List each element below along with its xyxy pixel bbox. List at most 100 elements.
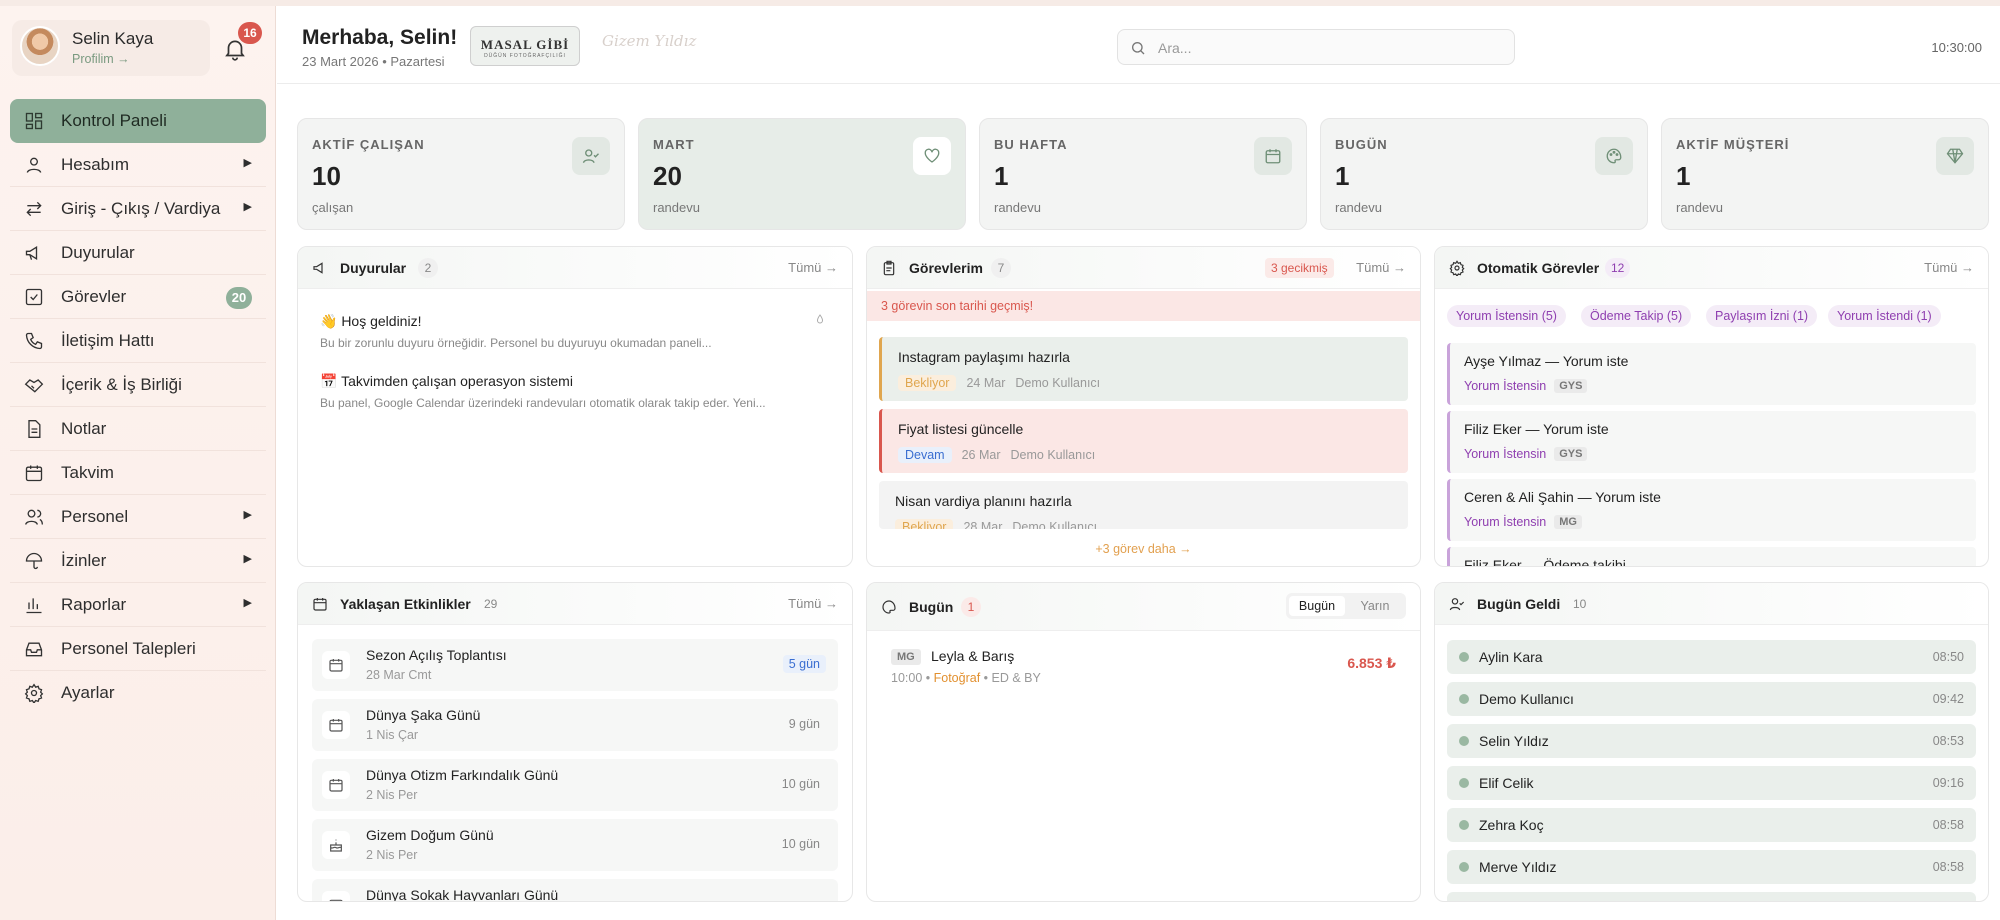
brand-logo-gizem[interactable]: Gizem Yıldız bbox=[602, 32, 697, 50]
sidebar-item-kontrol-paneli[interactable]: Kontrol Paneli bbox=[10, 99, 266, 143]
view-all-link[interactable]: Tümü → bbox=[1924, 260, 1974, 275]
sidebar-item-giris-cikis[interactable]: Giriş - Çıkış / Vardiya ▶ bbox=[10, 187, 266, 231]
bell-icon[interactable] bbox=[222, 36, 248, 62]
event-item[interactable]: Dünya Şaka Günü 1 Nis Çar 9 gün bbox=[312, 699, 838, 751]
event-title: Sezon Açılış Toplantısı bbox=[366, 647, 507, 663]
task-owner: Demo Kullanıcı bbox=[1015, 376, 1101, 390]
calendar-icon bbox=[329, 719, 343, 732]
event-item[interactable]: Dünya Sokak Hayvanları Günü bbox=[312, 879, 838, 902]
task-meta: Bekliyor 28 Mar Demo Kullanıcı bbox=[895, 519, 1097, 529]
filter-tag[interactable]: Ödeme Takip (5) bbox=[1581, 305, 1692, 327]
stat-card-march[interactable]: MART 20 randevu bbox=[638, 118, 966, 230]
calendar-icon bbox=[1265, 149, 1281, 164]
count-badge: 10 bbox=[1573, 597, 1587, 611]
megaphone-icon bbox=[25, 245, 38, 261]
search-input[interactable] bbox=[1158, 38, 1498, 58]
stat-card-today[interactable]: BUGÜN 1 randevu bbox=[1320, 118, 1648, 230]
task-item[interactable]: Nisan vardiya planını hazırla Bekliyor 2… bbox=[879, 481, 1408, 529]
announcement-item[interactable]: 👋 Hoş geldiniz! Bu bir zorunlu duyuru ör… bbox=[320, 313, 712, 350]
calendar-icon bbox=[329, 659, 343, 672]
view-all-link[interactable]: Tümü → bbox=[1356, 260, 1406, 275]
tab-tomorrow[interactable]: Yarın bbox=[1360, 599, 1390, 613]
more-tasks-link[interactable]: +3 görev daha → bbox=[1095, 542, 1192, 556]
sidebar-item-hesabim[interactable]: Hesabım ▶ bbox=[10, 143, 266, 187]
count-badge: 1 bbox=[961, 597, 981, 617]
sidebar-item-takvim[interactable]: Takvim bbox=[10, 451, 266, 495]
auto-task-item[interactable]: Ceren & Ali Şahin — Yorum iste Yorum İst… bbox=[1447, 479, 1976, 541]
arrival-row[interactable]: Elif Celik 09:16 bbox=[1447, 766, 1976, 800]
filter-tag[interactable]: Yorum İstensin (5) bbox=[1447, 305, 1566, 327]
sidebar-item-iletisim[interactable]: İletişim Hattı bbox=[10, 319, 266, 363]
sidebar-item-gorevler[interactable]: Görevler 20 bbox=[10, 275, 266, 319]
event-date: 1 Nis Çar bbox=[366, 728, 419, 742]
presence-dot bbox=[1459, 694, 1469, 704]
filter-tag[interactable]: Yorum İstendi (1) bbox=[1828, 305, 1941, 327]
view-all-link[interactable]: Tümü → bbox=[788, 596, 838, 611]
clock: 10:30:00 bbox=[1931, 40, 1982, 55]
stat-card-this-week[interactable]: BU HAFTA 1 randevu bbox=[979, 118, 1307, 230]
sidebar-item-duyurular[interactable]: Duyurular bbox=[10, 231, 266, 275]
panel-header: Yaklaşan Etkinlikler 29 Tümü → bbox=[298, 583, 852, 625]
heart-icon bbox=[924, 148, 940, 163]
sidebar-item-personel[interactable]: Personel ▶ bbox=[10, 495, 266, 539]
stat-icon-box bbox=[1936, 137, 1974, 175]
appointment-item[interactable]: MG Leyla & Barış 10:00 • Fotoğraf • ED &… bbox=[879, 643, 1408, 699]
task-title: Fiyat listesi güncelle bbox=[898, 421, 1024, 437]
task-item[interactable]: Fiyat listesi güncelle Devam 26 Mar Demo… bbox=[879, 409, 1408, 473]
stat-label: BUGÜN bbox=[1335, 137, 1388, 152]
dashboard-icon bbox=[25, 112, 43, 130]
view-all-link[interactable]: Tümü → bbox=[788, 260, 838, 275]
event-item[interactable]: Sezon Açılış Toplantısı 28 Mar Cmt 5 gün bbox=[312, 639, 838, 691]
event-item[interactable]: Dünya Otizm Farkındalık Günü 2 Nis Per 1… bbox=[312, 759, 838, 811]
task-item[interactable]: Instagram paylaşımı hazırla Bekliyor 24 … bbox=[879, 337, 1408, 401]
pin-icon[interactable] bbox=[814, 313, 826, 327]
auto-task-item[interactable]: Filiz Eker — Ödeme takibi bbox=[1447, 547, 1976, 566]
stat-card-active-staff[interactable]: AKTİF ÇALIŞAN 10 çalışan bbox=[297, 118, 625, 230]
auto-task-item[interactable]: Ayşe Yılmaz — Yorum iste Yorum İstensin G… bbox=[1447, 343, 1976, 405]
sidebar-item-raporlar[interactable]: Raporlar ▶ bbox=[10, 583, 266, 627]
arrival-row[interactable]: Demo Kullanıcı 09:42 bbox=[1447, 682, 1976, 716]
calendar-icon bbox=[329, 899, 343, 901]
arrival-row[interactable]: Zehra Koç 08:58 bbox=[1447, 808, 1976, 842]
filter-tag[interactable]: Paylaşım İzni (1) bbox=[1706, 305, 1818, 327]
profile-card[interactable]: Selin Kaya Profilim → bbox=[12, 20, 210, 76]
clipboard-icon bbox=[883, 260, 895, 276]
palette-icon bbox=[1606, 148, 1622, 164]
stat-icon-box bbox=[1595, 137, 1633, 175]
avatar[interactable] bbox=[20, 26, 60, 66]
arrival-row[interactable]: Aylin Kara 08:50 bbox=[1447, 640, 1976, 674]
code-badge: MG bbox=[891, 649, 921, 665]
brand-logo-text: MASAL GİBİ bbox=[480, 37, 570, 52]
handshake-icon bbox=[24, 379, 44, 393]
auto-task-item[interactable]: Filiz Eker — Yorum iste Yorum İstensin GY… bbox=[1447, 411, 1976, 473]
check-square-icon bbox=[25, 288, 43, 306]
arrival-time: 09:42 bbox=[1932, 692, 1964, 706]
auto-tasks-panel: Otomatik Görevler 12 Tümü → Yorum İstens… bbox=[1434, 246, 1989, 567]
sidebar-item-icerik[interactable]: İçerik & İş Birliği bbox=[10, 363, 266, 407]
profile-link[interactable]: Profilim → bbox=[72, 52, 130, 66]
stat-card-active-customer[interactable]: AKTİF MÜŞTERİ 1 randevu bbox=[1661, 118, 1989, 230]
users-icon bbox=[25, 509, 43, 525]
brand-logo-masal-gibi[interactable]: MASAL GİBİ DÜĞÜN FOTOĞRAFÇILIĞI bbox=[470, 26, 580, 66]
calendar-icon bbox=[313, 598, 327, 611]
presence-dot bbox=[1459, 652, 1469, 662]
stat-value: 1 bbox=[1335, 161, 1350, 191]
event-item[interactable]: Gizem Doğum Günü 2 Nis Per 10 gün bbox=[312, 819, 838, 871]
search-box[interactable] bbox=[1117, 29, 1515, 65]
arrival-row[interactable]: Merve Yıldız 08:58 bbox=[1447, 850, 1976, 884]
event-date: 2 Nis Per bbox=[366, 848, 418, 862]
announcement-item[interactable]: 📅 Takvimden çalışan operasyon sistemi Bu… bbox=[320, 373, 766, 410]
event-title: Dünya Sokak Hayvanları Günü bbox=[366, 887, 559, 902]
sidebar-item-notlar[interactable]: Notlar bbox=[10, 407, 266, 451]
auto-task-meta: Yorum İstensin GYS bbox=[1464, 447, 1588, 461]
sidebar-item-ayarlar[interactable]: Ayarlar bbox=[10, 671, 266, 715]
arrival-row[interactable] bbox=[1447, 892, 1976, 901]
arrival-row[interactable]: Selin Yıldız 08:53 bbox=[1447, 724, 1976, 758]
panel-header: Bugün Geldi 10 bbox=[1435, 583, 1988, 625]
sidebar-item-personel-talepleri[interactable]: Personel Talepleri bbox=[10, 627, 266, 671]
sidebar-item-izinler[interactable]: İzinler ▶ bbox=[10, 539, 266, 583]
tab-today[interactable]: Bugün bbox=[1289, 596, 1345, 616]
notification-badge: 16 bbox=[238, 22, 262, 44]
file-icon bbox=[28, 420, 41, 438]
sidebar-item-label: İçerik & İş Birliği bbox=[61, 375, 182, 394]
